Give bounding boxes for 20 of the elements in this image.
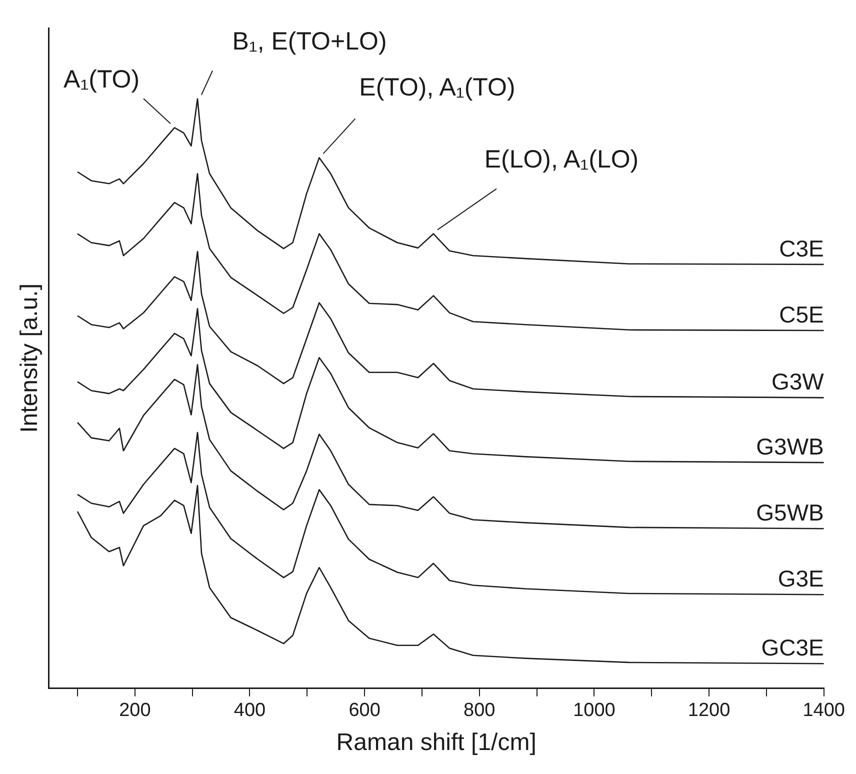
series-label: G3E bbox=[778, 565, 824, 592]
x-tick-label: 400 bbox=[234, 700, 266, 722]
series-label: C5E bbox=[779, 301, 824, 328]
annotation: B₁, E(TO+LO) bbox=[232, 28, 387, 56]
annotation: A₁(TO) bbox=[64, 66, 140, 94]
series-label: GC3E bbox=[761, 634, 824, 660]
x-tick-label: 1000 bbox=[573, 700, 616, 722]
series-label: G5WB bbox=[756, 499, 824, 526]
annotation: E(TO), A₁(TO) bbox=[359, 74, 516, 102]
series-label: C3E bbox=[779, 235, 824, 262]
series-label: G3WB bbox=[756, 433, 824, 460]
x-axis-title: Raman shift [1/cm] bbox=[336, 729, 536, 756]
x-tick-label: 800 bbox=[464, 700, 496, 722]
annotation: E(LO), A₁(LO) bbox=[484, 146, 639, 174]
y-axis-title: Intensity [a.u.] bbox=[16, 283, 44, 433]
x-tick-label: 1200 bbox=[688, 700, 730, 722]
x-tick-label: 200 bbox=[119, 700, 151, 722]
x-tick-label: 600 bbox=[348, 700, 380, 722]
x-tick-label: 1400 bbox=[802, 700, 846, 722]
series-label: G3W bbox=[771, 368, 824, 395]
